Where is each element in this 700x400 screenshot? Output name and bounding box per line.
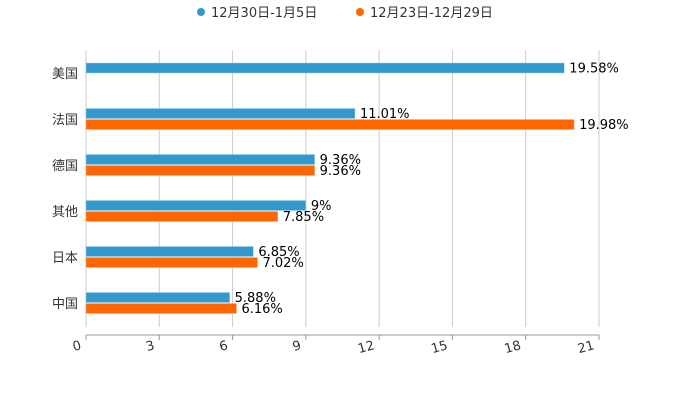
x-tick-label: 21 [576, 338, 596, 357]
bar-current-week [85, 200, 307, 211]
bar-current-week [85, 246, 254, 257]
data-label: 19.58% [569, 62, 619, 77]
data-label: 9.36% [320, 153, 361, 168]
legend-marker [356, 8, 364, 16]
category-label: 德国 [52, 159, 78, 174]
x-tick-label: 0 [71, 338, 83, 355]
data-label: 19.98% [579, 118, 629, 133]
x-tick-label: 3 [144, 338, 156, 355]
bar-previous-week [85, 119, 575, 130]
data-label: 6.16% [241, 302, 282, 317]
bar-previous-week [85, 211, 279, 222]
data-label: 9% [311, 199, 332, 214]
x-tick-label: 15 [430, 338, 450, 357]
x-tick-label: 18 [503, 338, 523, 357]
legend-item-label: 12月23日-12月29日 [370, 6, 493, 21]
legend-marker [197, 8, 205, 16]
bar-current-week [85, 154, 315, 165]
bar-previous-week [85, 165, 315, 176]
category-label: 日本 [52, 251, 78, 266]
x-tick-label: 9 [291, 338, 303, 355]
data-label: 6.85% [258, 245, 299, 260]
data-label: 7.85% [283, 210, 324, 225]
bar-current-week [85, 62, 565, 74]
category-label: 美国 [52, 67, 78, 82]
data-label: 9.36% [320, 164, 361, 179]
data-label: 5.88% [235, 291, 276, 306]
bar-current-week [85, 108, 356, 119]
category-label: 法国 [52, 113, 78, 128]
data-label: 7.02% [262, 256, 303, 271]
category-label: 其他 [52, 205, 78, 220]
bar-current-week [85, 292, 230, 303]
x-tick-label: 12 [356, 338, 376, 357]
category-label: 中国 [52, 297, 78, 312]
legend-item-label: 12月30日-1月5日 [211, 6, 317, 21]
bar-previous-week [85, 257, 258, 268]
x-tick-label: 6 [218, 338, 230, 355]
data-label: 11.01% [360, 107, 410, 122]
bar-previous-week [85, 303, 237, 314]
